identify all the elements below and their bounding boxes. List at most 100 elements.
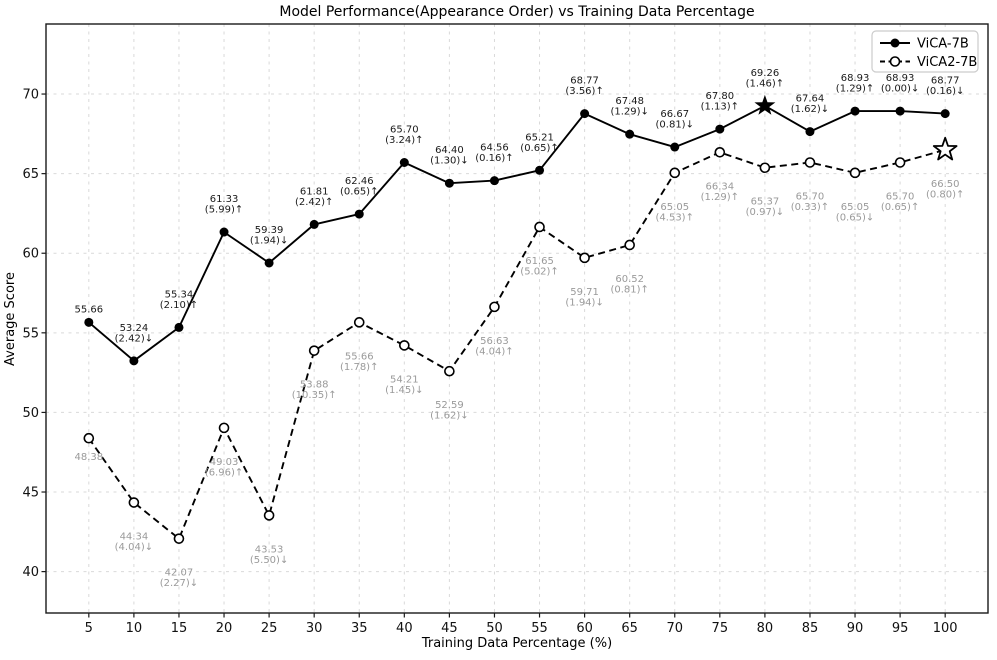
grid-layer: [46, 24, 988, 613]
point-label-delta-vica2-7b: (0.65)↓: [836, 212, 874, 223]
point-label-delta-vica2-7b: (10.35)↑: [292, 390, 337, 401]
point-label-vica2-7b: 55.66: [345, 351, 374, 362]
x-tick-label: 95: [892, 621, 909, 636]
marker-vica2-7b: [489, 301, 500, 313]
marker-vica-7b: [715, 124, 725, 134]
point-label-vica2-7b: 66.34: [706, 181, 735, 192]
marker-vica-7b: [489, 176, 499, 186]
point-label-vica2-7b: 65.70: [886, 191, 915, 202]
marker-vica-7b: [354, 209, 364, 219]
point-label-vica2-7b: 53.88: [300, 380, 329, 391]
point-label-vica2-7b: 56.63: [480, 336, 509, 347]
point-label-vica-7b: 64.56: [480, 143, 509, 154]
legend: ViCA-7B ViCA2-7B: [871, 30, 979, 73]
legend-marker-open-circle-icon: [889, 56, 901, 67]
marker-vica2-7b: [399, 340, 410, 351]
legend-item-vica2-7b: ViCA2-7B: [880, 55, 977, 70]
x-tick-label: 5: [85, 621, 93, 636]
legend-item-vica-7b: ViCA-7B: [880, 37, 969, 52]
marker-vica2-7b: [218, 422, 230, 434]
marker-vica2-7b: [804, 157, 816, 168]
y-axis-label: Average Score: [3, 272, 18, 366]
point-label-delta-vica-7b: (3.24)↑: [385, 135, 423, 146]
point-label-delta-vica-7b: (2.42)↑: [295, 197, 333, 208]
y-tick-label: 70: [22, 88, 39, 103]
series-line-vica2-7b: [88, 148, 946, 540]
point-label-delta-vica-7b: (1.46)↑: [746, 78, 784, 89]
annotations-layer: 55.66 53.24(2.42)↓ 55.34(2.10)↑ 61.33(5.99)…: [74, 68, 964, 589]
marker-vica-7b: [264, 258, 274, 268]
point-label-delta-vica-7b: (2.42)↓: [115, 333, 153, 344]
y-tick-label: 45: [22, 486, 39, 501]
point-label-delta-vica2-7b: (1.29)↑: [701, 192, 739, 203]
x-tick-label: 40: [396, 621, 413, 636]
point-label-delta-vica2-7b: (4.04)↓: [115, 542, 153, 553]
marker-vica-7b: [219, 227, 229, 237]
point-label-vica-7b: 55.34: [165, 289, 194, 300]
marker-vica2-7b: [579, 252, 590, 264]
marker-vica2-7b: [173, 533, 185, 544]
point-label-delta-vica2-7b: (1.62)↓: [430, 411, 468, 422]
x-tick-label: 90: [847, 621, 864, 636]
x-tick-label: 45: [441, 621, 458, 636]
point-label-delta-vica2-7b: (0.81)↑: [610, 284, 648, 295]
marker-vica2-7b: [714, 147, 726, 158]
point-label-delta-vica2-7b: (4.53)↑: [656, 212, 694, 223]
open-star-marker-vica2-7b: [932, 136, 958, 161]
point-label-vica-7b: 65.21: [525, 132, 554, 143]
marker-vica2-7b: [444, 365, 455, 377]
marker-vica-7b: [805, 127, 815, 137]
point-label-delta-vica-7b: (5.99)↑: [205, 205, 243, 216]
y-tick-label: 60: [22, 247, 39, 262]
point-label-vica2-7b: 61.65: [525, 256, 554, 267]
legend-label-vica2-7b: ViCA2-7B: [917, 55, 977, 70]
point-label-vica2-7b: 65.05: [841, 202, 870, 213]
point-label-delta-vica-7b: (0.16)↑: [475, 153, 513, 164]
point-label-vica-7b: 66.67: [660, 109, 689, 120]
point-label-vica2-7b: 52.59: [435, 400, 464, 411]
marker-vica2-7b: [128, 497, 140, 508]
point-label-delta-vica2-7b: (1.78)↑: [340, 362, 378, 373]
y-tick-label: 50: [22, 406, 39, 421]
point-label-delta-vica2-7b: (4.04)↑: [475, 346, 513, 357]
chart-title: Model Performance(Appearance Order) vs T…: [279, 4, 754, 20]
x-tick-label: 20: [216, 621, 233, 636]
y-tick-label: 40: [22, 565, 39, 580]
point-label-vica-7b: 62.46: [345, 176, 374, 187]
point-label-vica2-7b: 44.34: [120, 532, 149, 543]
x-tick-label: 80: [757, 621, 774, 636]
point-label-delta-vica2-7b: (1.45)↓: [385, 385, 423, 396]
y-tick-label: 55: [22, 326, 39, 341]
point-label-vica2-7b: 65.05: [660, 202, 689, 213]
legend-marker-filled-circle-icon: [890, 38, 900, 48]
marker-vica-7b: [399, 157, 409, 167]
point-label-vica2-7b: 60.52: [615, 274, 644, 285]
point-label-vica-7b: 67.64: [796, 94, 825, 105]
x-tick-label: 15: [171, 621, 188, 636]
point-label-delta-vica-7b: (1.29)↑: [836, 84, 874, 95]
marker-vica2-7b: [849, 167, 861, 179]
point-label-delta-vica-7b: (1.30)↓: [430, 156, 468, 167]
series-layer: [83, 94, 958, 544]
point-label-vica-7b: 64.40: [435, 145, 464, 156]
marker-vica-7b: [625, 129, 635, 139]
x-tick-label: 85: [802, 621, 819, 636]
marker-vica-7b: [895, 106, 905, 116]
marker-vica2-7b: [83, 432, 95, 444]
marker-vica2-7b: [894, 157, 906, 168]
marker-vica-7b: [309, 219, 319, 229]
plot-area-border: [45, 23, 989, 614]
marker-vica-7b: [174, 322, 184, 332]
point-label-vica2-7b: 59.71: [570, 287, 599, 298]
marker-vica2-7b: [534, 221, 545, 233]
point-label-delta-vica-7b: (0.16)↓: [926, 86, 964, 97]
y-tick-label: 65: [22, 167, 39, 182]
x-tick-label: 35: [351, 621, 368, 636]
legend-label-vica-7b: ViCA-7B: [917, 37, 969, 52]
marker-vica-7b: [580, 109, 590, 119]
marker-vica2-7b: [308, 345, 320, 356]
point-label-delta-vica-7b: (0.81)↓: [656, 120, 694, 131]
point-label-vica2-7b: 48.38: [74, 452, 103, 463]
point-label-delta-vica-7b: (2.10)↑: [160, 300, 198, 311]
x-tick-label: 60: [576, 621, 593, 636]
